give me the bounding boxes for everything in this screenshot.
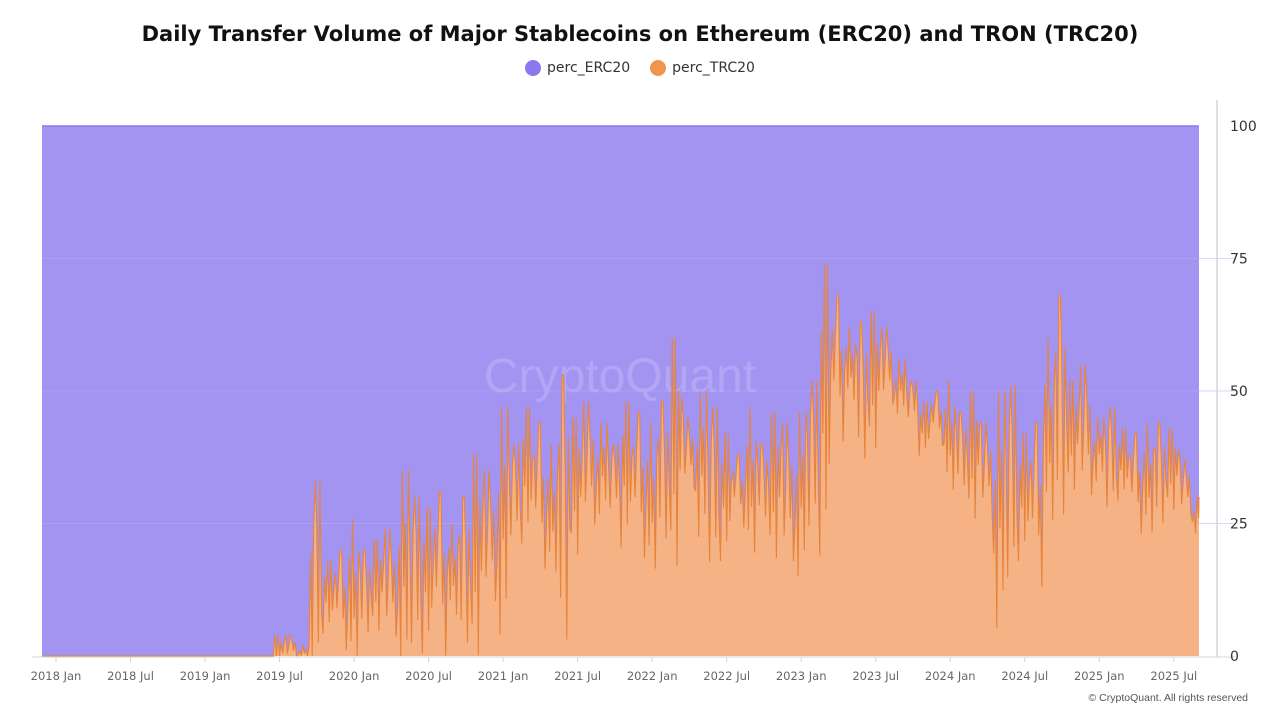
legend-item-erc20[interactable]: perc_ERC20	[525, 60, 630, 76]
x-tick-label: 2022 Jul	[703, 669, 750, 683]
legend-erc20-swatch	[525, 60, 542, 76]
y-tick-label: 75	[1230, 252, 1248, 268]
y-tick-label: 0	[1230, 649, 1239, 665]
y-tick-label: 50	[1230, 384, 1248, 400]
x-tick-label: 2019 Jan	[180, 669, 231, 683]
x-tick-label: 2019 Jul	[256, 669, 303, 683]
x-tick-label: 2025 Jan	[1074, 669, 1125, 683]
x-tick-label: 2021 Jan	[478, 669, 529, 683]
legend: perc_ERC20 perc_TRC20	[0, 60, 1280, 76]
x-tick-label: 2021 Jul	[554, 669, 601, 683]
x-tick-label: 2018 Jul	[107, 669, 154, 683]
x-tick-label: 2023 Jan	[776, 669, 827, 683]
legend-trc20-label: perc_TRC20	[672, 60, 755, 76]
x-tick-label: 2020 Jan	[329, 669, 380, 683]
chart-title: Daily Transfer Volume of Major Stablecoi…	[141, 22, 1139, 46]
x-tick-label: 2020 Jul	[405, 669, 452, 683]
watermark: CryptoQuant	[484, 350, 756, 403]
x-tick-label: 2024 Jul	[1001, 669, 1048, 683]
x-tick-label: 2018 Jan	[31, 669, 82, 683]
x-tick-label: 2024 Jan	[925, 669, 976, 683]
trc20-area	[42, 263, 1199, 656]
legend-erc20-label: perc_ERC20	[547, 60, 631, 76]
y-tick-label: 25	[1230, 517, 1248, 533]
x-tick-label: 2023 Jul	[852, 669, 899, 683]
trc20-line	[42, 263, 1200, 657]
x-tick-label: 2025 Jul	[1150, 669, 1197, 683]
legend-item-trc20[interactable]: perc_TRC20	[650, 60, 755, 76]
copyright-credit: © CryptoQuant. All rights reserved	[1088, 692, 1248, 704]
legend-trc20-swatch	[650, 60, 667, 76]
y-tick-label: 100	[1230, 119, 1257, 135]
x-tick-label: 2022 Jan	[627, 669, 678, 683]
